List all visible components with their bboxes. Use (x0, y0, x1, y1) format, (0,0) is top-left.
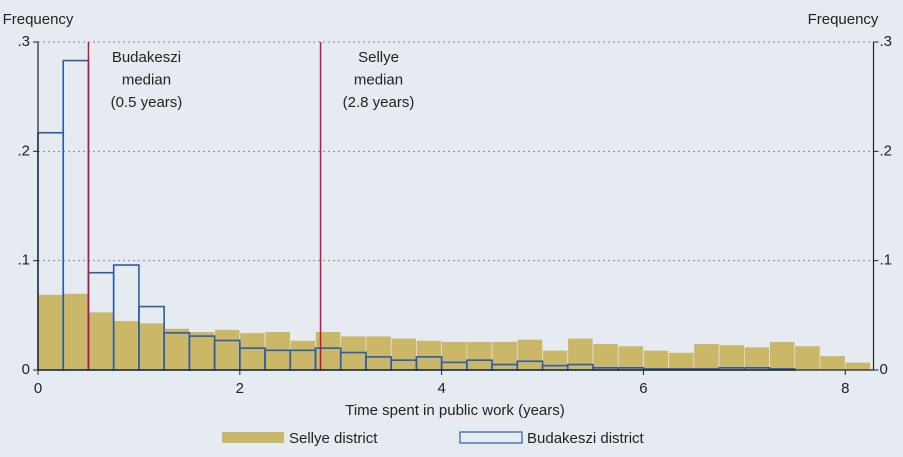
annotation-text: Budakeszi (112, 49, 181, 66)
y-tick-label: .3 (17, 33, 30, 50)
histogram-bar (844, 362, 871, 371)
y-tick-label: .1 (17, 252, 30, 269)
histogram-bar (239, 332, 266, 371)
histogram-bar (718, 344, 745, 371)
x-tick-label: 6 (639, 380, 647, 397)
annotation-text: median (354, 71, 403, 88)
histogram-bar (693, 343, 720, 371)
histogram-bar (466, 341, 493, 371)
x-axis-label: Time spent in public work (years) (345, 402, 565, 419)
histogram-bar (416, 340, 442, 371)
y-tick-label: 0 (22, 361, 30, 378)
histogram-bar (214, 329, 241, 371)
y-tick-label: .2 (17, 142, 30, 159)
histogram-bar (441, 341, 468, 371)
histogram-bar (794, 345, 821, 371)
histogram-bar (289, 340, 316, 371)
histogram-bar (37, 294, 64, 371)
y2-tick-label: .3 (880, 33, 893, 50)
histogram-bar (617, 345, 644, 371)
histogram-bar (744, 346, 770, 371)
y2-tick-label: .1 (880, 252, 893, 269)
legend-swatch (459, 431, 523, 444)
histogram-bar (819, 355, 846, 371)
y2-axis-label: Frequency (808, 11, 879, 28)
histogram-bar (138, 322, 165, 371)
histogram-bar (113, 320, 140, 371)
legend-label: Budakeszi district (527, 430, 645, 447)
histogram-bar (517, 339, 543, 371)
annotation-text: (2.8 years) (343, 94, 415, 111)
annotation-text: median (122, 71, 171, 88)
histogram-bar (592, 343, 619, 371)
histogram-bar (88, 311, 114, 371)
histogram-bar (62, 293, 89, 371)
x-tick-label: 8 (841, 380, 849, 397)
y-axis-label: Frequency (3, 11, 74, 28)
legend-label: Sellye district (289, 430, 378, 447)
histogram-bar (390, 337, 417, 371)
histogram-bar (491, 341, 518, 371)
histogram-bar (643, 350, 669, 371)
histogram-bar (189, 331, 215, 371)
y2-tick-label: 0 (880, 361, 888, 378)
histogram-bar (315, 331, 342, 371)
annotation-text: (0.5 years) (111, 94, 183, 111)
x-tick-label: 0 (34, 380, 42, 397)
legend-swatch (222, 432, 284, 443)
x-tick-label: 2 (236, 380, 244, 397)
histogram-bar (668, 352, 695, 371)
histogram-bar (769, 341, 796, 371)
histogram-bar (365, 335, 392, 371)
annotation-text: Sellye (358, 49, 399, 66)
x-tick-label: 4 (437, 380, 445, 397)
histogram-bar (163, 328, 190, 371)
y2-tick-label: .2 (880, 142, 893, 159)
histogram-bar (542, 350, 569, 371)
